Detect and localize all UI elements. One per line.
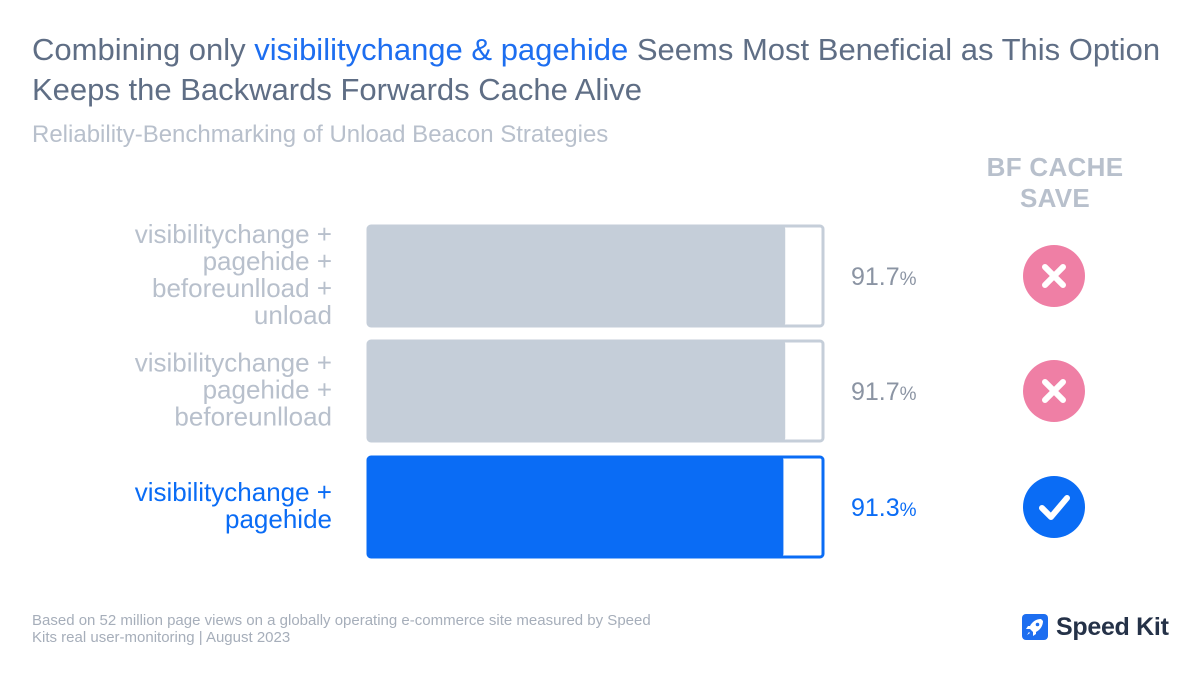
- value-number: 91.7: [851, 263, 900, 291]
- title-part-2: Seems Most Beneficial as This Option Kee…: [32, 32, 1161, 107]
- footnote: Based on 52 million page views on a glob…: [32, 612, 651, 646]
- category-label-line: unload: [254, 300, 332, 330]
- category-label: visibilitychange + pagehide + beforeunlloa…: [135, 219, 332, 330]
- brand-name: Speed Kit: [1056, 612, 1169, 641]
- bf-cache-header-line-1: BF CACHE: [986, 152, 1124, 182]
- value-label: 91.7%: [851, 378, 917, 406]
- bar: [368, 341, 786, 441]
- value-unit: %: [900, 500, 917, 521]
- chart-title: Combining only visibilitychange & pagehi…: [32, 30, 1172, 110]
- bar: [368, 226, 786, 326]
- value-label: 91.7%: [851, 263, 917, 291]
- cross-icon-mark: [1042, 379, 1066, 403]
- check-icon: [1023, 476, 1085, 538]
- check-icon-circle: [1023, 476, 1085, 538]
- rocket-icon: [1022, 614, 1048, 640]
- value-label: 91.3%: [851, 494, 917, 522]
- value-unit: %: [900, 269, 917, 290]
- title-part-1: Combining only: [32, 32, 255, 67]
- category-label: visibilitychange + pagehide + beforeunlloa…: [135, 348, 332, 432]
- cross-icon: [1023, 360, 1085, 422]
- category-label-line: visibilitychange +: [135, 219, 332, 249]
- category-label-line: pagehide: [225, 504, 332, 534]
- bf-cache-column-header: BF CACHE SAVE: [960, 152, 1150, 214]
- cross-icon-mark: [1042, 264, 1066, 288]
- check-icon-mark: [1039, 495, 1070, 520]
- category-label-line: pagehide +: [203, 246, 332, 276]
- category-label-line: beforeunlload: [174, 402, 332, 432]
- category-label: visibilitychange + pagehide: [135, 477, 332, 534]
- value-number: 91.7: [851, 378, 900, 406]
- speed-kit-brand: Speed Kit: [1022, 612, 1169, 642]
- category-label-line: beforeunlload +: [152, 273, 332, 303]
- chart-subtitle: Reliability-Benchmarking of Unload Beaco…: [32, 121, 609, 148]
- value-number: 91.3: [851, 494, 900, 522]
- title-highlight: visibilitychange & pagehide: [254, 32, 629, 67]
- category-label-line: visibilitychange +: [135, 348, 332, 378]
- bar: [368, 457, 784, 557]
- cross-icon: [1023, 245, 1085, 307]
- value-unit: %: [900, 384, 917, 405]
- bf-cache-header-line-2: SAVE: [1019, 183, 1091, 213]
- category-label-line: pagehide +: [203, 375, 332, 405]
- category-label-line: visibilitychange +: [135, 477, 332, 507]
